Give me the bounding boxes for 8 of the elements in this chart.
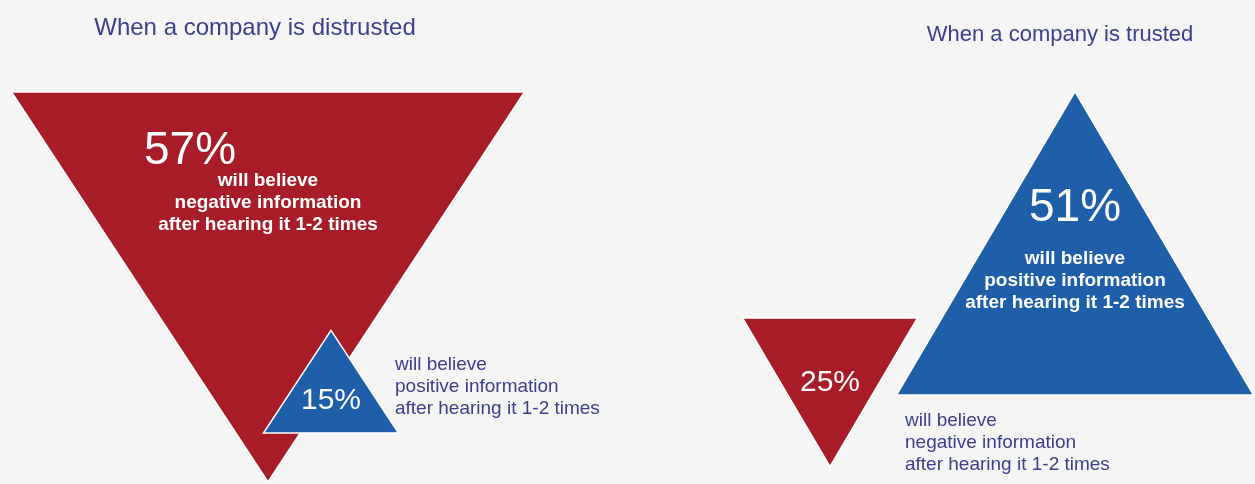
data-label: 51%: [1028, 179, 1122, 231]
category-label: will believe positive information after hearing it 1-2 times: [394, 352, 600, 418]
data-label: 15%: [300, 381, 362, 415]
text: When a company is trusted: [926, 20, 1194, 46]
text: When a company is distrusted: [94, 12, 416, 40]
category-label: will believe negative information after hearing it 1-2 times: [904, 408, 1110, 474]
data-label: 25%: [799, 363, 861, 397]
category-label: will believe positive information after hearing it 1-2 times: [965, 246, 1185, 312]
